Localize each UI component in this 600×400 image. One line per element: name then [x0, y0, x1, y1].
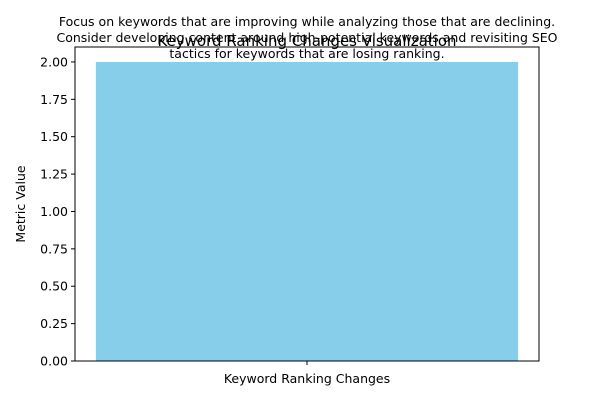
y-tick-label: 1.25 — [40, 167, 68, 182]
y-tick-label: 0.50 — [40, 279, 68, 294]
y-tick-label: 1.50 — [40, 129, 68, 144]
bar — [95, 61, 519, 361]
y-tick-label: 0.25 — [40, 316, 68, 331]
annotation-line-1: Focus on keywords that are improving whi… — [59, 14, 555, 29]
bars-group — [95, 61, 519, 361]
y-axis-ticks: 0.00 0.25 0.50 0.75 1.00 1.25 1.50 1.75 2.00 — [40, 54, 75, 369]
y-tick-label: 0.75 — [40, 241, 68, 256]
y-tick-label: 1.00 — [40, 204, 68, 219]
y-tick-label: 2.00 — [40, 54, 68, 69]
y-tick-label: 1.75 — [40, 92, 68, 107]
annotation-text: Focus on keywords that are improving whi… — [56, 14, 557, 61]
x-axis-label: Keyword Ranking Changes — [224, 371, 390, 386]
y-tick-label: 0.00 — [40, 354, 68, 369]
chart-title: Keyword Ranking Changes Visualization — [157, 32, 456, 50]
annotation-line-3: tactics for keywords that are losing ran… — [169, 46, 444, 61]
annotation-line-2: Consider developing content around high-… — [56, 30, 557, 45]
y-axis-label: Metric Value — [13, 165, 28, 242]
